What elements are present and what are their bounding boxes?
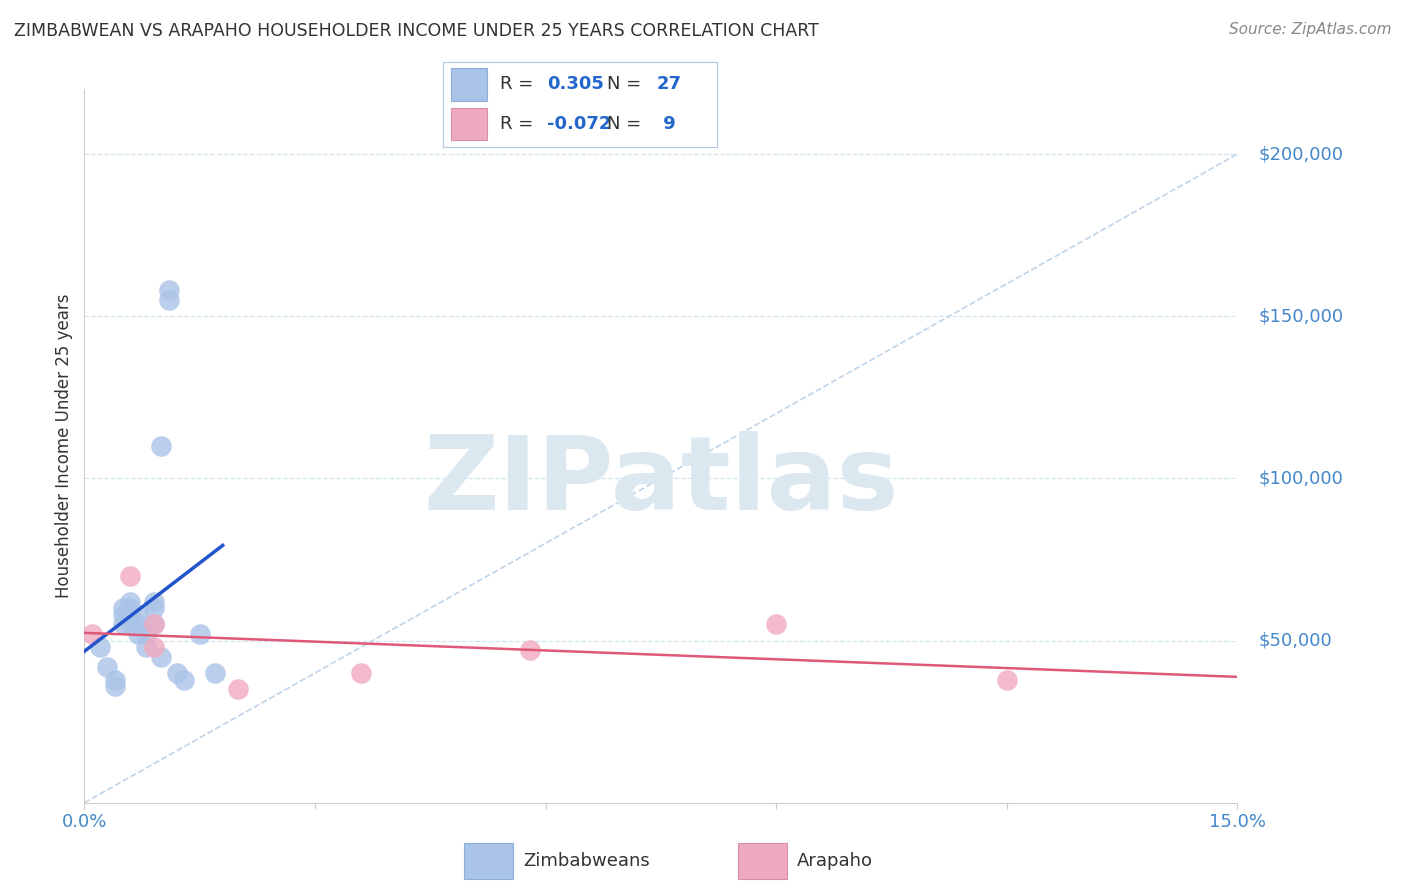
Point xyxy=(157,283,180,297)
Point xyxy=(142,595,165,609)
FancyBboxPatch shape xyxy=(451,69,486,101)
Text: N =: N = xyxy=(607,76,641,94)
Text: -0.072: -0.072 xyxy=(547,115,612,133)
Point xyxy=(111,601,134,615)
Point xyxy=(350,666,373,681)
Point xyxy=(519,643,541,657)
Point xyxy=(111,607,134,622)
Text: 0.305: 0.305 xyxy=(547,76,605,94)
Point xyxy=(120,568,142,582)
Text: Arapaho: Arapaho xyxy=(797,852,873,870)
Point xyxy=(157,293,180,307)
Point xyxy=(120,611,142,625)
Point xyxy=(150,649,173,664)
Text: N =: N = xyxy=(607,115,641,133)
Text: ZIPatlas: ZIPatlas xyxy=(423,431,898,533)
Point xyxy=(80,627,103,641)
Text: $200,000: $200,000 xyxy=(1258,145,1343,163)
Point xyxy=(995,673,1018,687)
Point xyxy=(120,617,142,632)
Point xyxy=(96,659,118,673)
Point xyxy=(127,627,149,641)
Text: R =: R = xyxy=(501,76,540,94)
Point xyxy=(89,640,111,654)
Text: $150,000: $150,000 xyxy=(1258,307,1344,326)
Y-axis label: Householder Income Under 25 years: Householder Income Under 25 years xyxy=(55,293,73,599)
Text: ZIMBABWEAN VS ARAPAHO HOUSEHOLDER INCOME UNDER 25 YEARS CORRELATION CHART: ZIMBABWEAN VS ARAPAHO HOUSEHOLDER INCOME… xyxy=(14,22,818,40)
Point xyxy=(142,617,165,632)
Point xyxy=(142,617,165,632)
Point xyxy=(173,673,195,687)
Point xyxy=(127,607,149,622)
FancyBboxPatch shape xyxy=(451,108,486,140)
Point xyxy=(104,679,127,693)
Point xyxy=(204,666,226,681)
Text: $50,000: $50,000 xyxy=(1258,632,1331,649)
Point xyxy=(226,682,249,697)
Point xyxy=(150,439,173,453)
Point xyxy=(142,640,165,654)
Point xyxy=(166,666,188,681)
Point xyxy=(142,601,165,615)
Text: Zimbabweans: Zimbabweans xyxy=(523,852,650,870)
Text: Source: ZipAtlas.com: Source: ZipAtlas.com xyxy=(1229,22,1392,37)
Point xyxy=(111,617,134,632)
Point xyxy=(765,617,787,632)
Text: 27: 27 xyxy=(657,76,682,94)
Point xyxy=(120,601,142,615)
Text: $100,000: $100,000 xyxy=(1258,469,1343,487)
Point xyxy=(135,640,157,654)
Point xyxy=(120,595,142,609)
Text: 9: 9 xyxy=(657,115,675,133)
Point xyxy=(127,617,149,632)
Point xyxy=(135,627,157,641)
Point xyxy=(104,673,127,687)
Text: R =: R = xyxy=(501,115,534,133)
Point xyxy=(188,627,211,641)
